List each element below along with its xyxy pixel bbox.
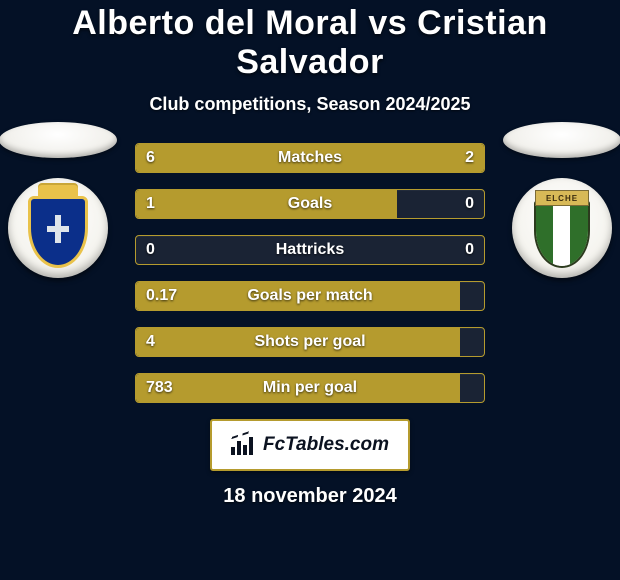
stat-row: 62Matches bbox=[135, 143, 485, 173]
stat-row: 00Hattricks bbox=[135, 235, 485, 265]
stat-row: 783Min per goal bbox=[135, 373, 485, 403]
snapshot-date: 18 november 2024 bbox=[0, 485, 620, 508]
page-title: Alberto del Moral vs Cristian Salvador bbox=[0, 4, 620, 82]
fctables-logo-icon bbox=[231, 435, 257, 455]
source-site-text: FcTables.com bbox=[263, 434, 389, 456]
stat-row: 10Goals bbox=[135, 189, 485, 219]
subtitle: Club competitions, Season 2024/2025 bbox=[0, 94, 620, 115]
elche-banner-label: ELCHE bbox=[535, 190, 589, 206]
stat-row: 4Shots per goal bbox=[135, 327, 485, 357]
player-left-panel bbox=[0, 122, 118, 278]
stat-label: Matches bbox=[136, 144, 484, 172]
elche-cf-crest-icon: ELCHE bbox=[530, 192, 594, 268]
player-left-club-badge bbox=[8, 178, 108, 278]
stats-bar-list: 62Matches 10Goals 00Hattricks 0.17Goals per… bbox=[135, 143, 485, 403]
player-right-club-badge: ELCHE bbox=[512, 178, 612, 278]
stat-label: Goals per match bbox=[136, 282, 484, 310]
stat-label: Hattricks bbox=[136, 236, 484, 264]
stat-row: 0.17Goals per match bbox=[135, 281, 485, 311]
player-left-face-placeholder bbox=[0, 122, 117, 158]
stat-label: Goals bbox=[136, 190, 484, 218]
stat-label: Shots per goal bbox=[136, 328, 484, 356]
player-right-panel: ELCHE bbox=[502, 122, 620, 278]
player-right-face-placeholder bbox=[503, 122, 620, 158]
stat-label: Min per goal bbox=[136, 374, 484, 402]
real-oviedo-crest-icon bbox=[28, 196, 88, 268]
source-site-badge: FcTables.com bbox=[210, 419, 410, 471]
